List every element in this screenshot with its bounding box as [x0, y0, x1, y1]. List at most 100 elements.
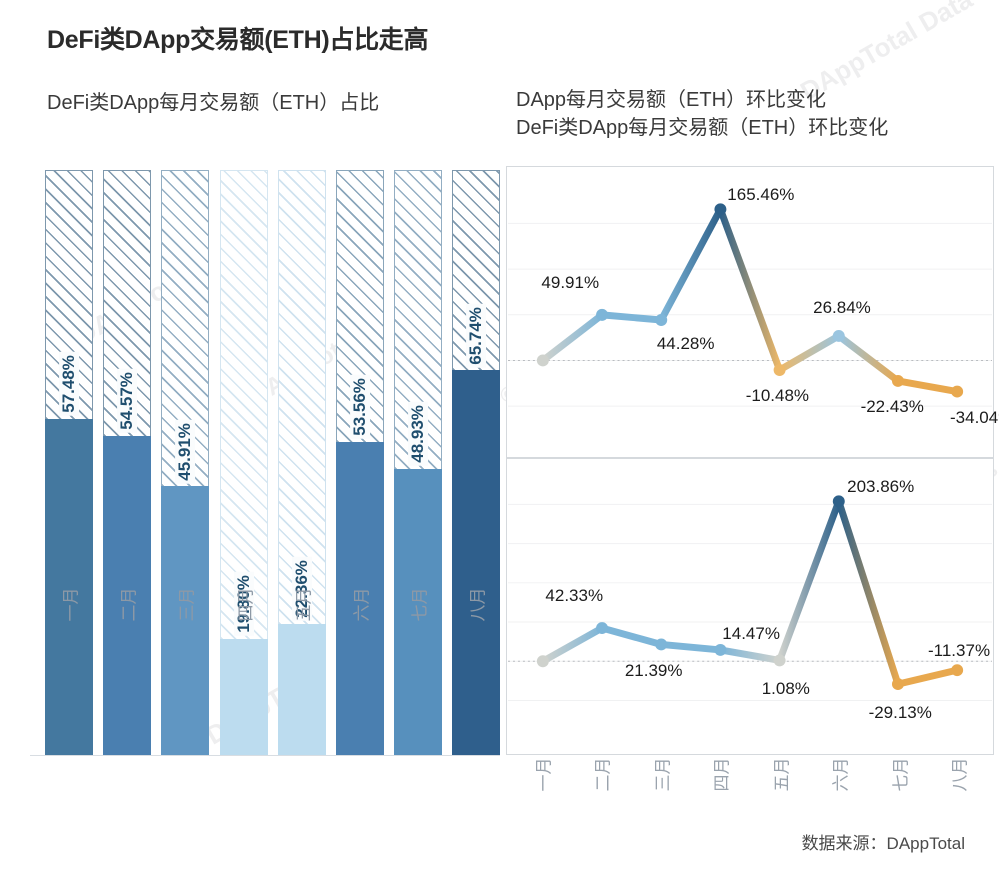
line-segment	[598, 624, 665, 648]
bar-value-label: 65.74%	[466, 303, 487, 368]
bar-value-label: 45.91%	[175, 419, 196, 484]
line-x-tick-text: 五月	[772, 757, 792, 792]
bar-segment-defi	[277, 624, 326, 755]
bar-value-label: 53.56%	[350, 375, 370, 439]
bar-column: 57.48%	[45, 170, 93, 755]
data-point	[773, 654, 786, 667]
line-value-label: 21.39%	[624, 660, 683, 680]
bar-segment-defi	[219, 639, 268, 755]
data-point	[655, 314, 668, 326]
line-x-tick-text: 一月	[534, 757, 554, 792]
line-x-tick-label: 一月	[522, 758, 562, 792]
line-x-tick-text: 四月	[712, 757, 732, 792]
line-x-tick-text: 七月	[891, 757, 911, 792]
bar-value-label: 48.93%	[408, 402, 429, 466]
bar-x-tick-text: 八月	[468, 587, 488, 622]
line-chart-top-svg	[507, 203, 993, 407]
data-point	[832, 495, 845, 508]
bar-column: 22.36%	[277, 170, 326, 755]
data-point	[596, 308, 609, 321]
bar-chart-subtitle: DeFi类DApp每月交易额（ETH）占比	[47, 92, 380, 114]
line-value-label: -10.48%	[745, 386, 810, 406]
bar-segment-defi	[103, 435, 152, 755]
line-value-label: 165.46%	[727, 184, 795, 204]
line-x-tick-text: 二月	[593, 757, 613, 792]
bar-value-label: 57.48%	[59, 352, 79, 416]
bar-x-tick-text: 六月	[352, 587, 372, 622]
line-segment	[657, 205, 724, 324]
data-point	[714, 203, 727, 216]
line-x-tick-label: 二月	[581, 758, 621, 792]
line-segment	[835, 332, 902, 385]
line-value-label: -34.04%	[950, 408, 999, 428]
line-x-tick-label: 四月	[700, 758, 740, 792]
line-segment	[657, 640, 724, 654]
line-chart-top-title: DApp每月交易额（ETH）环比变化	[516, 89, 827, 111]
bar-column: 45.91%	[161, 170, 210, 755]
bar-column: 53.56%	[336, 170, 384, 755]
line-segment	[539, 624, 606, 665]
bar-segment-defi	[161, 486, 210, 755]
bar-x-tick-text: 一月	[61, 587, 81, 622]
line-value-label: -22.43%	[860, 397, 924, 417]
line-value-label: 14.47%	[722, 624, 780, 644]
bar-x-tick-label: 四月	[220, 588, 268, 622]
line-value-label: 1.08%	[761, 678, 810, 698]
bar-segment-defi	[394, 468, 443, 755]
bar-x-tick-text: 三月	[177, 587, 197, 622]
bar-x-tick-label: 六月	[336, 588, 384, 622]
data-point	[891, 678, 904, 691]
line-chart-defi-mom	[506, 458, 994, 755]
data-point	[596, 622, 609, 635]
line-x-tick-label: 六月	[819, 758, 859, 792]
line-charts-subtitle: DApp每月交易额（ETH）环比变化 DeFi类DApp每月交易额（ETH）环比…	[516, 86, 888, 142]
data-point	[714, 643, 727, 656]
bar-x-tick-label: 三月	[161, 588, 209, 622]
bar-x-tick-label: 七月	[394, 588, 442, 622]
data-point	[951, 385, 964, 398]
line-value-label: -29.13%	[868, 702, 932, 722]
line-value-label: 42.33%	[545, 586, 604, 606]
page-title: DeFi类DApp交易额(ETH)占比走高	[47, 26, 429, 54]
bar-x-tick-text: 五月	[294, 587, 314, 622]
bar-column: 48.93%	[394, 170, 443, 755]
data-point	[951, 664, 964, 677]
data-point	[655, 638, 668, 651]
line-segment	[598, 311, 665, 324]
bar-x-tick-label: 二月	[103, 588, 151, 622]
line-value-label: 26.84%	[813, 298, 871, 318]
line-value-label: -11.37%	[928, 640, 991, 660]
bar-x-tick-label: 五月	[278, 588, 326, 622]
bar-value-label: 54.57%	[117, 369, 138, 433]
data-point	[773, 364, 786, 377]
bar-segment-defi	[45, 418, 93, 755]
bar-x-tick-label: 一月	[45, 588, 93, 622]
line-chart-bottom-svg	[507, 495, 993, 701]
stacked-bar-chart: 57.48% 54.57% 45.91% 19.80% 22.36% 53.56% 48.9…	[30, 170, 501, 755]
line-x-tick-text: 八月	[950, 757, 970, 792]
line-segment	[894, 666, 961, 688]
line-value-label: 49.91%	[541, 272, 600, 292]
line-segment	[716, 205, 784, 374]
bar-segment-defi	[452, 370, 501, 755]
data-point	[832, 329, 845, 342]
bar-segment-remainder	[277, 170, 326, 625]
bar-segment-defi	[336, 441, 384, 755]
line-x-tick-label: 七月	[879, 758, 919, 792]
line-x-tick-label: 三月	[641, 758, 681, 792]
data-point	[536, 354, 549, 367]
line-chart-bottom-title: DeFi类DApp每月交易额（ETH）环比变化	[516, 117, 889, 139]
line-segment	[835, 497, 902, 688]
line-chart-dapp-mom	[506, 166, 994, 458]
line-segment	[894, 377, 961, 396]
bar-x-tick-text: 二月	[119, 587, 139, 622]
data-point	[536, 655, 549, 668]
line-segment	[716, 646, 784, 664]
line-x-tick-text: 三月	[653, 757, 673, 792]
bar-chart-baseline	[30, 755, 500, 756]
bar-x-tick-text: 四月	[236, 587, 256, 622]
bar-column: 65.74%	[452, 170, 501, 755]
bar-column: 19.80%	[219, 170, 268, 755]
bar-x-tick-label: 八月	[452, 588, 500, 622]
bar-x-tick-text: 七月	[410, 587, 430, 622]
